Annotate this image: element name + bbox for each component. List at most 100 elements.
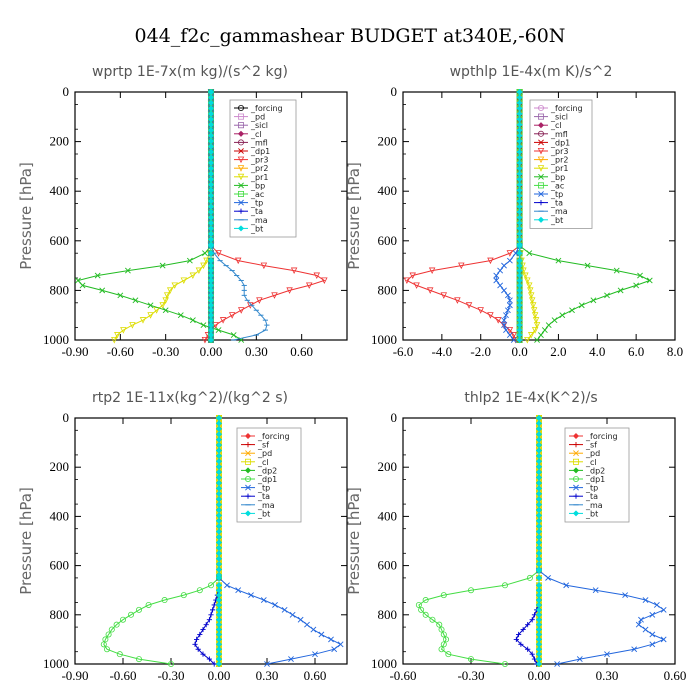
y-axis-label: Pressure [hPa] (345, 487, 363, 595)
legend-label: _ta (585, 492, 598, 501)
legend-label: _dp2 (257, 466, 277, 475)
legend-marker (538, 113, 545, 120)
y-tick-label: 600 (50, 558, 70, 573)
legend-marker (537, 148, 545, 155)
y-tick-label: 800 (378, 607, 398, 622)
data-point (211, 661, 217, 667)
data-point (504, 307, 511, 314)
legend-label: _tp (585, 484, 598, 493)
data-point (105, 631, 112, 638)
data-point (313, 272, 321, 280)
data-point (637, 272, 643, 279)
data-point (189, 272, 197, 280)
data-point (501, 661, 508, 668)
data-point (208, 612, 214, 618)
data-point (613, 267, 620, 274)
legend-label: _sf (257, 441, 269, 450)
data-point (454, 297, 461, 304)
data-point (497, 282, 504, 289)
y-tick-label: 800 (378, 282, 398, 297)
data-point (438, 646, 445, 653)
data-point (264, 661, 270, 667)
y-tick-label: 400 (378, 183, 398, 198)
data-point (506, 297, 513, 304)
legend-marker (572, 467, 580, 474)
legend-label: _forcing (585, 432, 618, 441)
legend: _forcing_sicl_cl_mfl_dp1_pr3_pr2_pr1_bp_… (529, 99, 593, 229)
data-point (207, 336, 215, 344)
data-point (504, 292, 511, 299)
data-point (524, 337, 531, 344)
data-point (403, 277, 411, 284)
legend-marker (238, 208, 244, 214)
data-point (104, 646, 111, 653)
legend-marker (237, 225, 245, 232)
data-point (530, 307, 538, 314)
x-tick-label: -0.60 (107, 344, 134, 359)
y-tick-label: 400 (50, 508, 70, 523)
data-point (189, 317, 196, 324)
data-point (527, 292, 535, 299)
data-point (331, 646, 338, 653)
data-point (147, 302, 154, 309)
data-point (545, 574, 551, 581)
data-point (506, 257, 513, 264)
data-point (113, 621, 120, 628)
legend-label: _ta (550, 199, 563, 208)
data-point (524, 277, 531, 284)
y-tick-label: 200 (378, 134, 398, 149)
data-point (108, 626, 115, 633)
data-point (248, 592, 254, 599)
data-point (617, 287, 624, 294)
data-point (215, 571, 223, 578)
data-point (422, 597, 429, 604)
data-point (535, 566, 543, 573)
panel-title: wprtp 1E-7x(m kg)/(s^2 kg) (92, 64, 288, 80)
data-point (207, 250, 215, 257)
data-point (120, 616, 127, 623)
legend-marker (244, 475, 251, 482)
data-point (289, 611, 296, 618)
data-point (135, 656, 142, 663)
x-tick-label: 8.0 (667, 344, 683, 359)
data-point (501, 582, 508, 589)
data-point (529, 651, 535, 657)
data-point (440, 631, 447, 638)
data-point (111, 337, 118, 344)
x-tick-label: -0.30 (457, 668, 484, 683)
data-point (518, 641, 524, 647)
legend-label: _pr3 (550, 147, 568, 156)
data-point (207, 582, 214, 589)
data-point (555, 257, 562, 264)
data-point (310, 626, 317, 633)
data-point (159, 262, 166, 269)
y-tick-label: 1000 (43, 332, 69, 347)
legend-label: _dp1 (250, 147, 270, 156)
data-point (467, 587, 474, 594)
y-tick-label: 200 (378, 459, 398, 474)
data-point (171, 282, 178, 289)
data-point (649, 631, 656, 638)
data-point (569, 307, 575, 314)
x-tick-label: -4.0 (432, 344, 453, 359)
data-point (426, 287, 434, 294)
data-point (129, 322, 136, 329)
data-point (513, 636, 519, 642)
x-tick-label: -0.90 (61, 344, 88, 359)
data-point (642, 626, 649, 633)
data-point (413, 282, 420, 289)
legend-marker (237, 105, 244, 112)
data-point (526, 574, 533, 581)
data-point (215, 327, 222, 333)
legend-marker (538, 191, 544, 197)
data-point (117, 292, 124, 299)
data-point (525, 622, 531, 628)
data-point (527, 332, 535, 339)
data-point (272, 602, 278, 608)
legend-marker (244, 510, 252, 517)
legend-marker (538, 182, 545, 189)
data-point (211, 602, 217, 608)
data-point (290, 267, 298, 275)
data-point (506, 302, 513, 309)
